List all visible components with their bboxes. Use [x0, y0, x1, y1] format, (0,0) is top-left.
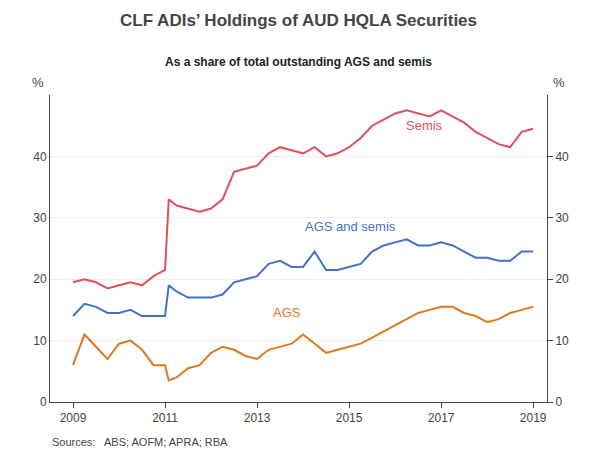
svg-text:AGS and semis: AGS and semis: [305, 219, 396, 234]
svg-text:10: 10: [33, 334, 47, 348]
svg-text:%: %: [553, 75, 565, 90]
svg-text:0: 0: [40, 395, 47, 409]
svg-text:Semis: Semis: [406, 118, 443, 133]
svg-text:10: 10: [555, 334, 569, 348]
svg-text:40: 40: [33, 150, 47, 164]
svg-text:2013: 2013: [244, 411, 271, 425]
svg-text:%: %: [32, 75, 44, 90]
svg-text:2011: 2011: [152, 411, 178, 425]
svg-text:2019: 2019: [520, 411, 547, 425]
svg-text:2015: 2015: [336, 411, 363, 425]
svg-text:40: 40: [555, 150, 569, 164]
svg-text:AGS: AGS: [273, 305, 301, 320]
svg-text:30: 30: [555, 211, 569, 225]
svg-text:Sources: ABS; AOFM; APRA; RB: Sources: ABS; AOFM; APRA; RBA: [52, 436, 228, 448]
svg-text:0: 0: [555, 395, 562, 409]
svg-text:20: 20: [555, 272, 569, 286]
svg-text:30: 30: [33, 211, 47, 225]
svg-text:CLF ADIs’ Holdings of AUD HQLA: CLF ADIs’ Holdings of AUD HQLA Securitie…: [120, 11, 477, 30]
svg-text:2017: 2017: [428, 411, 455, 425]
svg-text:2009: 2009: [60, 411, 87, 425]
svg-text:As a share of total outstandin: As a share of total outstanding AGS and …: [165, 55, 432, 69]
svg-text:20: 20: [33, 272, 47, 286]
